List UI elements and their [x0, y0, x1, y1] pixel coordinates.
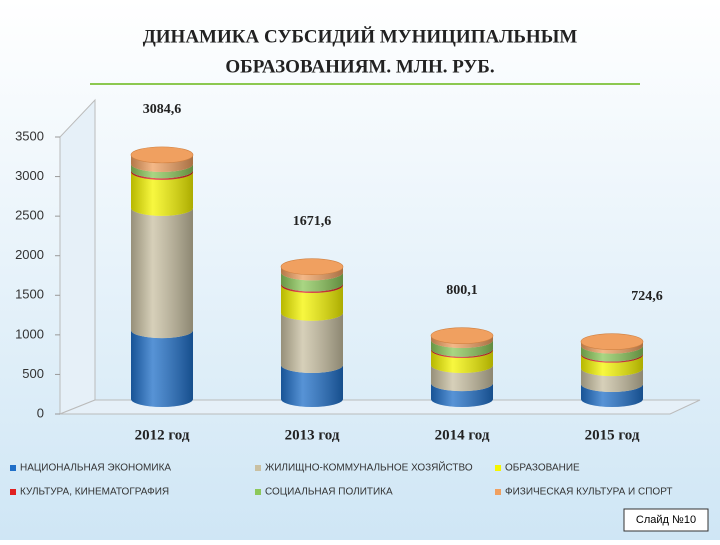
slide-number: Слайд №10	[636, 514, 696, 526]
floor	[59, 399, 701, 415]
segment-shade	[131, 330, 193, 407]
y-tick-label: 1500	[15, 287, 44, 302]
segment-shade	[281, 272, 343, 292]
y-tick-label: 3500	[15, 128, 44, 143]
title-line: ОБРАЗОВАНИЯМ. МЛН. РУБ.	[225, 56, 494, 77]
segment-shade	[431, 383, 493, 407]
y-tick-label: 2500	[15, 208, 44, 223]
segment-shade	[281, 285, 343, 321]
legend-label: СОЦИАЛЬНАЯ ПОЛИТИКА	[265, 487, 393, 498]
segment-shade	[581, 341, 643, 354]
legend-swatch	[255, 465, 261, 471]
legend-swatch	[10, 489, 16, 495]
legend-label: ОБРАЗОВАНИЕ	[505, 463, 580, 474]
title-line: ДИНАМИКА СУБСИДИЙ МУНИЦИПАЛЬНЫМ	[143, 25, 578, 47]
y-tick-label: 1000	[15, 326, 44, 341]
x-tick-label: 2015 год	[585, 427, 640, 443]
segment-shade	[431, 349, 493, 373]
cylinder-top	[430, 327, 494, 344]
legend-swatch	[255, 489, 261, 495]
y-tick-label: 2000	[15, 247, 44, 262]
legend-label: ФИЗИЧЕСКАЯ КУЛЬТУРА И СПОРТ	[505, 487, 673, 498]
legend-swatch	[495, 489, 501, 495]
segment-shade	[431, 335, 493, 349]
total-label: 3084,6	[143, 102, 182, 117]
segment-shade	[281, 266, 343, 281]
x-tick-label: 2013 год	[285, 427, 340, 443]
x-tick-label: 2012 год	[135, 427, 190, 443]
y-tick-label: 3000	[15, 168, 44, 183]
segment-shade	[581, 368, 643, 392]
legend-label: НАЦИОНАЛЬНАЯ ЭКОНОМИКА	[20, 463, 171, 474]
total-label: 800,1	[446, 283, 478, 298]
legend-label: КУЛЬТУРА, КИНЕМАТОГРАФИЯ	[20, 487, 169, 498]
y-tick-label: 0	[37, 405, 44, 420]
segment-shade	[131, 170, 193, 180]
segment-shade	[281, 312, 343, 373]
segment-shade	[581, 383, 643, 407]
segment-shade	[431, 340, 493, 357]
segment-shade	[281, 283, 343, 294]
segment-shade	[131, 154, 193, 172]
segment-shade	[131, 171, 193, 216]
legend-swatch	[10, 465, 16, 471]
y-tick-label: 500	[22, 366, 44, 381]
segment-shade	[431, 364, 493, 392]
segment-shade	[131, 207, 193, 339]
slide-box	[623, 508, 709, 532]
side-wall	[59, 98, 96, 415]
cylinder-top	[580, 333, 644, 350]
segment-shade	[281, 364, 343, 407]
segment-shade	[581, 354, 643, 377]
legend-label: ЖИЛИЩНО-КОММУНАЛЬНОЕ ХОЗЯЙСТВО	[265, 461, 473, 474]
cylinder-top	[130, 146, 194, 164]
total-label: 724,6	[631, 289, 663, 304]
segment-shade	[131, 163, 193, 179]
segment-shade	[581, 345, 643, 362]
legend-swatch	[495, 465, 501, 471]
x-tick-label: 2014 год	[435, 427, 490, 443]
total-label: 1671,6	[293, 214, 332, 229]
cylinder-top	[280, 258, 344, 276]
